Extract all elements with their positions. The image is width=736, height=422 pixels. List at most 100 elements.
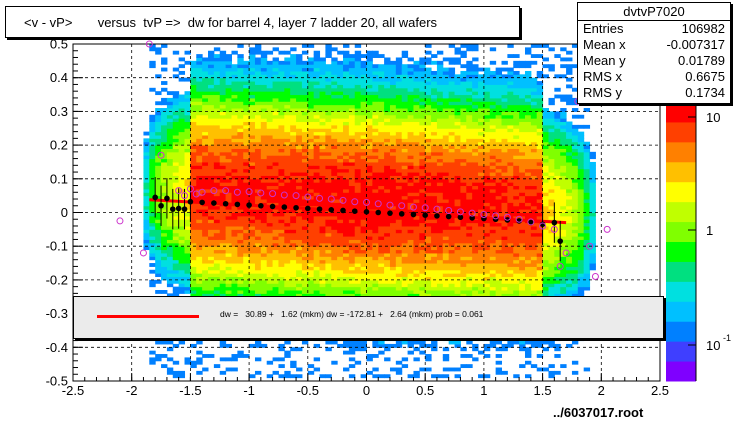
heatmap-cell	[348, 91, 356, 96]
heatmap-cell	[401, 87, 409, 92]
heatmap-cell	[196, 128, 203, 133]
heatmap-cell	[343, 84, 350, 89]
heatmap-cell	[483, 286, 491, 291]
heatmap-cell	[254, 212, 262, 217]
heatmap-cell	[219, 168, 227, 173]
heatmap-cell	[478, 239, 485, 244]
heatmap-cell	[442, 134, 450, 139]
heatmap-cell	[325, 239, 332, 244]
heatmap-cell	[331, 222, 338, 227]
heatmap-cell	[483, 118, 491, 123]
heatmap-cell	[202, 242, 209, 247]
heatmap-cell	[208, 67, 215, 72]
heatmap-cell	[313, 249, 321, 254]
heatmap-cell	[196, 249, 203, 254]
heatmap-cell	[348, 182, 356, 187]
heatmap-cell	[360, 60, 367, 65]
heatmap-cell	[166, 195, 174, 200]
heatmap-cell	[237, 138, 244, 143]
heatmap-cell	[231, 252, 238, 257]
heatmap-cell	[219, 279, 227, 284]
heatmap-cell	[254, 222, 262, 227]
heatmap-cell	[325, 138, 332, 143]
heatmap-cell	[319, 148, 326, 153]
heatmap-cell	[225, 114, 232, 119]
heatmap-cell	[161, 185, 168, 190]
heatmap-cell	[313, 57, 321, 62]
heatmap-cell	[208, 249, 215, 254]
heatmap-cell	[296, 236, 303, 240]
heatmap-cell	[184, 249, 191, 254]
heatmap-cell	[448, 151, 456, 156]
heatmap-cell	[325, 273, 332, 278]
heatmap-cell	[208, 57, 215, 62]
heatmap-cell	[155, 202, 162, 207]
heatmap-cell	[460, 293, 467, 298]
heatmap-cell	[478, 97, 485, 102]
heatmap-cell	[307, 64, 315, 69]
heatmap-cell	[454, 131, 461, 136]
heatmap-cell	[389, 172, 397, 176]
heatmap-cell	[384, 91, 391, 96]
heatmap-cell	[249, 60, 256, 65]
heatmap-cell	[472, 168, 479, 173]
heatmap-cell	[296, 249, 303, 254]
heatmap-cell	[478, 87, 485, 92]
heatmap-cell	[319, 256, 326, 261]
heatmap-cell	[307, 290, 315, 294]
heatmap-cell	[166, 273, 174, 278]
heatmap-cell	[483, 101, 491, 106]
heatmap-cell	[196, 81, 203, 85]
heatmap-cell	[184, 212, 191, 217]
heatmap-cell	[442, 67, 450, 72]
heatmap-cell	[466, 161, 473, 166]
heatmap-cell	[184, 165, 191, 170]
heatmap-cell	[472, 178, 479, 183]
heatmap-cell	[483, 202, 491, 207]
heatmap-cell	[313, 188, 321, 193]
heatmap-cell	[313, 67, 321, 72]
heatmap-cell	[319, 242, 326, 247]
heatmap-cell	[407, 178, 414, 183]
heatmap-cell	[478, 337, 485, 342]
heatmap-cell	[172, 273, 180, 278]
heatmap-cell	[389, 175, 397, 180]
heatmap-cell	[448, 263, 456, 267]
heatmap-cell	[301, 229, 309, 234]
heatmap-cell	[290, 273, 297, 278]
heatmap-cell	[466, 290, 473, 294]
heatmap-cell	[254, 74, 262, 79]
heatmap-cell	[231, 131, 238, 136]
heatmap-cell	[278, 269, 285, 274]
heatmap-cell	[243, 151, 250, 156]
heatmap-cell	[325, 347, 332, 352]
heatmap-cell	[161, 101, 168, 106]
heatmap-cell	[290, 178, 297, 183]
heatmap-cell	[231, 94, 238, 99]
heatmap-cell	[489, 104, 497, 109]
heatmap-cell	[260, 81, 268, 85]
heatmap-cell	[319, 212, 326, 217]
heatmap-cell	[260, 67, 268, 72]
heatmap-cell	[213, 91, 221, 96]
heatmap-cell	[184, 259, 191, 264]
heatmap-cell	[149, 60, 156, 65]
heatmap-cell	[419, 124, 426, 129]
heatmap-cell	[161, 134, 168, 139]
heatmap-cell	[431, 148, 438, 153]
heatmap-cell	[413, 138, 420, 143]
heatmap-cell	[202, 165, 209, 170]
heatmap-cell	[155, 188, 162, 193]
heatmap-cell	[413, 134, 420, 139]
heatmap-cell	[272, 141, 279, 146]
heatmap-cell	[307, 219, 315, 224]
heatmap-cell	[202, 108, 209, 112]
heatmap-cell	[401, 54, 409, 58]
heatmap-cell	[208, 151, 215, 156]
heatmap-cell	[243, 236, 250, 240]
heatmap-cell	[149, 168, 156, 173]
heatmap-cell	[278, 249, 285, 254]
heatmap-cell	[466, 219, 473, 224]
heatmap-cell	[378, 222, 385, 227]
heatmap-cell	[155, 172, 162, 176]
